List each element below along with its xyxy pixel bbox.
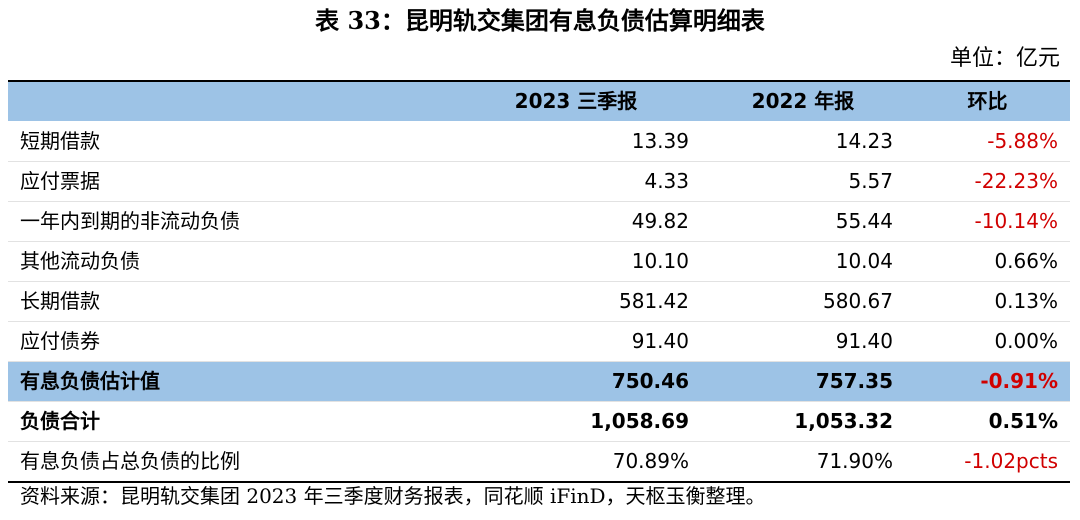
unit-label: 单位：亿元 [949, 46, 1060, 71]
value-change: 0.13% [994, 289, 1058, 313]
table-row: 应付票据 4.33 5.57 -22.23% [8, 162, 1070, 202]
row-label: 有息负债占总负债的比例 [20, 449, 240, 473]
header-item [8, 80, 451, 122]
row-label: 一年内到期的非流动负债 [20, 209, 240, 233]
value-2023q3: 70.89% [612, 449, 689, 473]
value-2023q3: 1,058.69 [590, 409, 689, 433]
table-header-row: 2023 三季报 2022 年报 环比 [8, 80, 1070, 122]
value-2022: 5.57 [848, 169, 893, 193]
table-row: 其他流动负债 10.10 10.04 0.66% [8, 242, 1070, 282]
value-2023q3: 49.82 [631, 209, 689, 233]
value-change: 0.51% [988, 409, 1058, 433]
row-label: 有息负债估计值 [8, 361, 451, 402]
table-row: 一年内到期的非流动负债 49.82 55.44 -10.14% [8, 202, 1070, 242]
header-change: 环比 [905, 80, 1070, 122]
value-2023q3: 10.10 [631, 249, 689, 273]
header-2023q3: 2023 三季报 [451, 80, 701, 122]
value-change: -10.14% [974, 209, 1058, 233]
value-change: 0.00% [994, 329, 1058, 353]
value-2023q3: 750.46 [451, 361, 701, 402]
row-label: 短期借款 [20, 129, 100, 153]
table-row: 应付债券 91.40 91.40 0.00% [8, 322, 1070, 362]
value-change: -5.88% [987, 129, 1058, 153]
value-2022: 71.90% [816, 449, 893, 473]
value-2022: 55.44 [835, 209, 893, 233]
value-change: -22.23% [974, 169, 1058, 193]
row-label: 负债合计 [20, 409, 100, 433]
value-2022: 757.35 [701, 361, 905, 402]
value-2022: 580.67 [823, 289, 893, 313]
value-2022: 14.23 [835, 129, 893, 153]
row-label: 长期借款 [20, 289, 100, 313]
row-label: 应付债券 [20, 329, 100, 353]
value-2023q3: 91.40 [631, 329, 689, 353]
table-row-total-liabilities: 负债合计 1,058.69 1,053.32 0.51% [8, 402, 1070, 442]
row-label: 应付票据 [20, 169, 100, 193]
debt-detail-table: 2023 三季报 2022 年报 环比 短期借款 13.39 14.23 -5.… [8, 80, 1070, 483]
row-label: 其他流动负债 [20, 249, 140, 273]
value-2023q3: 13.39 [631, 129, 689, 153]
table-row: 短期借款 13.39 14.23 -5.88% [8, 122, 1070, 162]
source-note: 资料来源：昆明轨交集团 2023 年三季度财务报表，同花顺 iFinD，天枢玉衡… [20, 484, 766, 508]
header-2022-annual: 2022 年报 [701, 80, 905, 122]
table-row: 长期借款 581.42 580.67 0.13% [8, 282, 1070, 322]
table-row-interest-bearing-debt: 有息负债估计值 750.46 757.35 -0.91% [8, 361, 1070, 402]
value-change: 0.66% [994, 249, 1058, 273]
table-title: 表 33：昆明轨交集团有息负债估算明细表 [315, 6, 765, 35]
value-2022: 91.40 [835, 329, 893, 353]
value-2023q3: 581.42 [619, 289, 689, 313]
value-2022: 1,053.32 [794, 409, 893, 433]
table-row: 有息负债占总负债的比例 70.89% 71.90% -1.02pcts [8, 442, 1070, 482]
value-2022: 10.04 [835, 249, 893, 273]
value-change: -0.91% [905, 361, 1070, 402]
value-change: -1.02pcts [964, 449, 1058, 473]
value-2023q3: 4.33 [644, 169, 689, 193]
